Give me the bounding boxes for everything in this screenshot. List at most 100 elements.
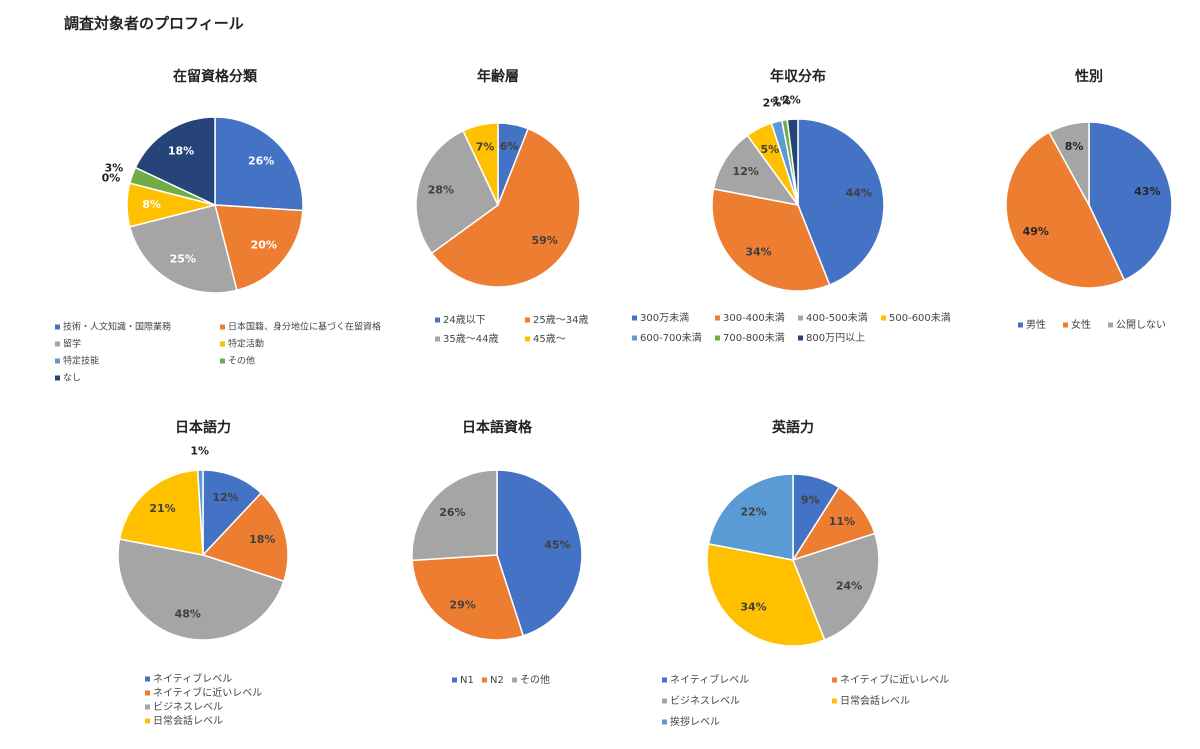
data-label: 12% bbox=[212, 491, 238, 504]
pie-slice bbox=[462, 122, 499, 206]
data-label: 6% bbox=[500, 140, 519, 153]
data-label: 9% bbox=[801, 494, 820, 507]
legend-label: 公開しない bbox=[1116, 319, 1166, 331]
pie-slice bbox=[712, 134, 800, 207]
legend-swatch bbox=[145, 690, 150, 696]
pie-slice bbox=[411, 469, 498, 562]
legend-label: 45歳〜 bbox=[533, 333, 566, 345]
legend-swatch bbox=[145, 676, 150, 682]
legend-swatch bbox=[662, 719, 667, 725]
legend-swatch bbox=[1108, 322, 1113, 328]
legend-swatch bbox=[632, 335, 637, 341]
legend-label: 日常会話レベル bbox=[153, 714, 223, 727]
legend-swatch bbox=[715, 335, 720, 341]
data-label: 22% bbox=[740, 505, 766, 518]
legend-label: 24歳以下 bbox=[443, 314, 486, 326]
data-label: 24% bbox=[836, 579, 862, 592]
legend-label: N1 bbox=[460, 675, 474, 686]
legend-label: 400-500未満 bbox=[806, 312, 868, 324]
pie-slice bbox=[430, 127, 581, 288]
pie-slice bbox=[214, 204, 304, 292]
data-label: 34% bbox=[740, 601, 766, 614]
legend-swatch bbox=[220, 324, 225, 330]
legend-swatch bbox=[145, 704, 150, 710]
data-label: 1% bbox=[772, 94, 791, 107]
legend-swatch bbox=[832, 698, 837, 704]
legend-swatch bbox=[55, 341, 60, 347]
legend-label: 600-700未満 bbox=[640, 332, 702, 344]
legend-swatch bbox=[1063, 322, 1068, 328]
legend-label: 500-600未満 bbox=[889, 312, 951, 324]
legend-swatch bbox=[1018, 322, 1023, 328]
legend-label: その他 bbox=[228, 355, 255, 367]
legend-swatch bbox=[632, 315, 637, 321]
legend-label: 35歳〜44歳 bbox=[443, 333, 498, 345]
data-label: 8% bbox=[1065, 140, 1084, 153]
legend-label: 女性 bbox=[1071, 318, 1091, 331]
pie-slice bbox=[496, 469, 583, 637]
legend-swatch bbox=[525, 336, 530, 342]
data-label: 45% bbox=[544, 538, 570, 551]
data-label: 1% bbox=[190, 444, 209, 457]
data-label: 49% bbox=[1023, 225, 1049, 238]
legend-label: 300万未満 bbox=[640, 312, 689, 324]
pie-slice bbox=[214, 116, 304, 212]
legend-swatch bbox=[798, 335, 803, 341]
pie-slice bbox=[707, 473, 794, 561]
legend-swatch bbox=[832, 677, 837, 683]
data-label: 34% bbox=[745, 246, 771, 259]
legend-swatch bbox=[512, 677, 517, 683]
legend-swatch bbox=[435, 336, 440, 342]
legend-swatch bbox=[662, 698, 667, 704]
legend-swatch bbox=[55, 324, 60, 330]
data-label: 7% bbox=[476, 140, 495, 153]
legend-label: ビジネスレベル bbox=[670, 695, 740, 707]
data-label: 20% bbox=[251, 238, 277, 251]
legend-label: 男性 bbox=[1026, 318, 1046, 331]
legend-label: ネイティブレベル bbox=[153, 672, 232, 685]
legend-label: ネイティブレベル bbox=[670, 673, 749, 686]
legend-label: 特定活動 bbox=[228, 338, 264, 350]
data-label: 26% bbox=[248, 155, 274, 168]
pie-slice bbox=[411, 554, 525, 641]
legend-label: 300-400未満 bbox=[723, 312, 785, 324]
data-label: 3% bbox=[105, 162, 124, 175]
pie-slice bbox=[1047, 121, 1090, 206]
pie-slice bbox=[118, 469, 204, 556]
legend-label: 留学 bbox=[63, 338, 81, 350]
legend-swatch bbox=[525, 317, 530, 323]
pie-slice bbox=[706, 543, 826, 647]
legend-label: 日常会話レベル bbox=[840, 694, 910, 707]
data-label: 21% bbox=[149, 502, 175, 515]
data-label: 59% bbox=[531, 234, 557, 247]
legend-label: 25歳〜34歳 bbox=[533, 314, 588, 326]
chart-title: 英語力 bbox=[771, 419, 814, 436]
data-label: 44% bbox=[846, 186, 872, 199]
legend-label: 技術・人文知識・国際業務 bbox=[63, 321, 171, 333]
legend-swatch bbox=[881, 315, 886, 321]
data-label: 26% bbox=[439, 506, 465, 519]
data-label: 29% bbox=[449, 599, 475, 612]
data-label: 48% bbox=[175, 607, 201, 620]
legend-swatch bbox=[662, 677, 667, 683]
pie-slice bbox=[196, 469, 204, 556]
legend-label: ビジネスレベル bbox=[153, 701, 223, 713]
chart-title: 性別 bbox=[1075, 68, 1103, 85]
pie-slice bbox=[202, 469, 263, 557]
pie-slice bbox=[797, 118, 885, 286]
data-label: 28% bbox=[428, 183, 454, 196]
data-label: 18% bbox=[249, 533, 275, 546]
pie-slice bbox=[134, 116, 216, 207]
legend-label: ネイティブに近いレベル bbox=[153, 686, 262, 699]
legend-swatch bbox=[452, 677, 457, 683]
legend-label: 800万円以上 bbox=[806, 332, 865, 344]
pie-slice bbox=[415, 129, 499, 255]
legend-label: 700-800未満 bbox=[723, 332, 785, 344]
data-label: 2% bbox=[763, 96, 782, 109]
legend-label: 日本国籍、身分地位に基づく在留資格 bbox=[228, 321, 381, 333]
legend-swatch bbox=[435, 317, 440, 323]
legend-swatch bbox=[715, 315, 720, 321]
chart-title: 年収分布 bbox=[770, 68, 826, 85]
legend-label: その他 bbox=[520, 673, 550, 686]
